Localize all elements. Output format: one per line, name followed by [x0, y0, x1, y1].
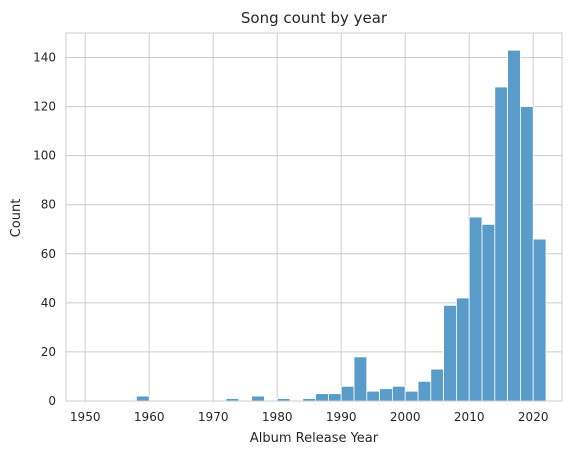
- histogram-bar: [404, 390, 419, 402]
- histogram-bar: [417, 380, 432, 402]
- histogram-bar: [353, 356, 368, 402]
- chart-title: Song count by year: [241, 9, 388, 27]
- y-tick-label: 40: [41, 296, 56, 310]
- y-tick-label: 120: [33, 100, 56, 114]
- x-tick-label: 1950: [70, 410, 101, 424]
- x-tick-label: 1970: [198, 410, 229, 424]
- x-tick-label: 2010: [454, 410, 485, 424]
- x-tick-label: 1960: [134, 410, 165, 424]
- x-tick-label: 1980: [262, 410, 293, 424]
- y-tick-label: 140: [33, 51, 56, 65]
- histogram-bar: [366, 390, 380, 402]
- grid: [66, 33, 562, 402]
- histogram-bar: [251, 395, 265, 402]
- histogram-bar: [315, 393, 329, 402]
- x-tick-label: 2020: [518, 410, 549, 424]
- histogram-bar: [481, 223, 496, 402]
- histogram-bar: [455, 297, 470, 402]
- histogram-bar: [443, 304, 457, 402]
- y-tick-label: 20: [41, 345, 56, 359]
- y-tick-labels: 0 20 40 60 80 100 120 140: [33, 51, 56, 408]
- y-tick-label: 60: [41, 247, 56, 261]
- y-tick-label: 100: [33, 149, 56, 163]
- histogram-bar: [391, 385, 406, 402]
- histogram-bar: [494, 86, 508, 402]
- histogram-bar: [520, 106, 534, 402]
- histogram-bar: [379, 388, 393, 402]
- histogram-bar: [468, 216, 483, 402]
- x-tick-labels: 1950 1960 1970 1980 1990 2000 2010 2020: [70, 410, 549, 424]
- x-axis-label: Album Release Year: [250, 431, 379, 446]
- bars: [135, 49, 547, 402]
- histogram-bar: [327, 393, 342, 402]
- histogram-bar: [430, 368, 444, 402]
- x-tick-label: 2000: [390, 410, 421, 424]
- y-tick-label: 80: [41, 198, 56, 212]
- histogram-bar: [507, 49, 521, 402]
- y-tick-label: 0: [48, 394, 56, 408]
- histogram-bar: [135, 395, 150, 402]
- histogram-bar: [340, 385, 355, 402]
- y-axis-label: Count: [9, 199, 24, 238]
- histogram-bar: [532, 238, 547, 402]
- plot-frame: [65, 32, 563, 402]
- x-tick-label: 1990: [326, 410, 357, 424]
